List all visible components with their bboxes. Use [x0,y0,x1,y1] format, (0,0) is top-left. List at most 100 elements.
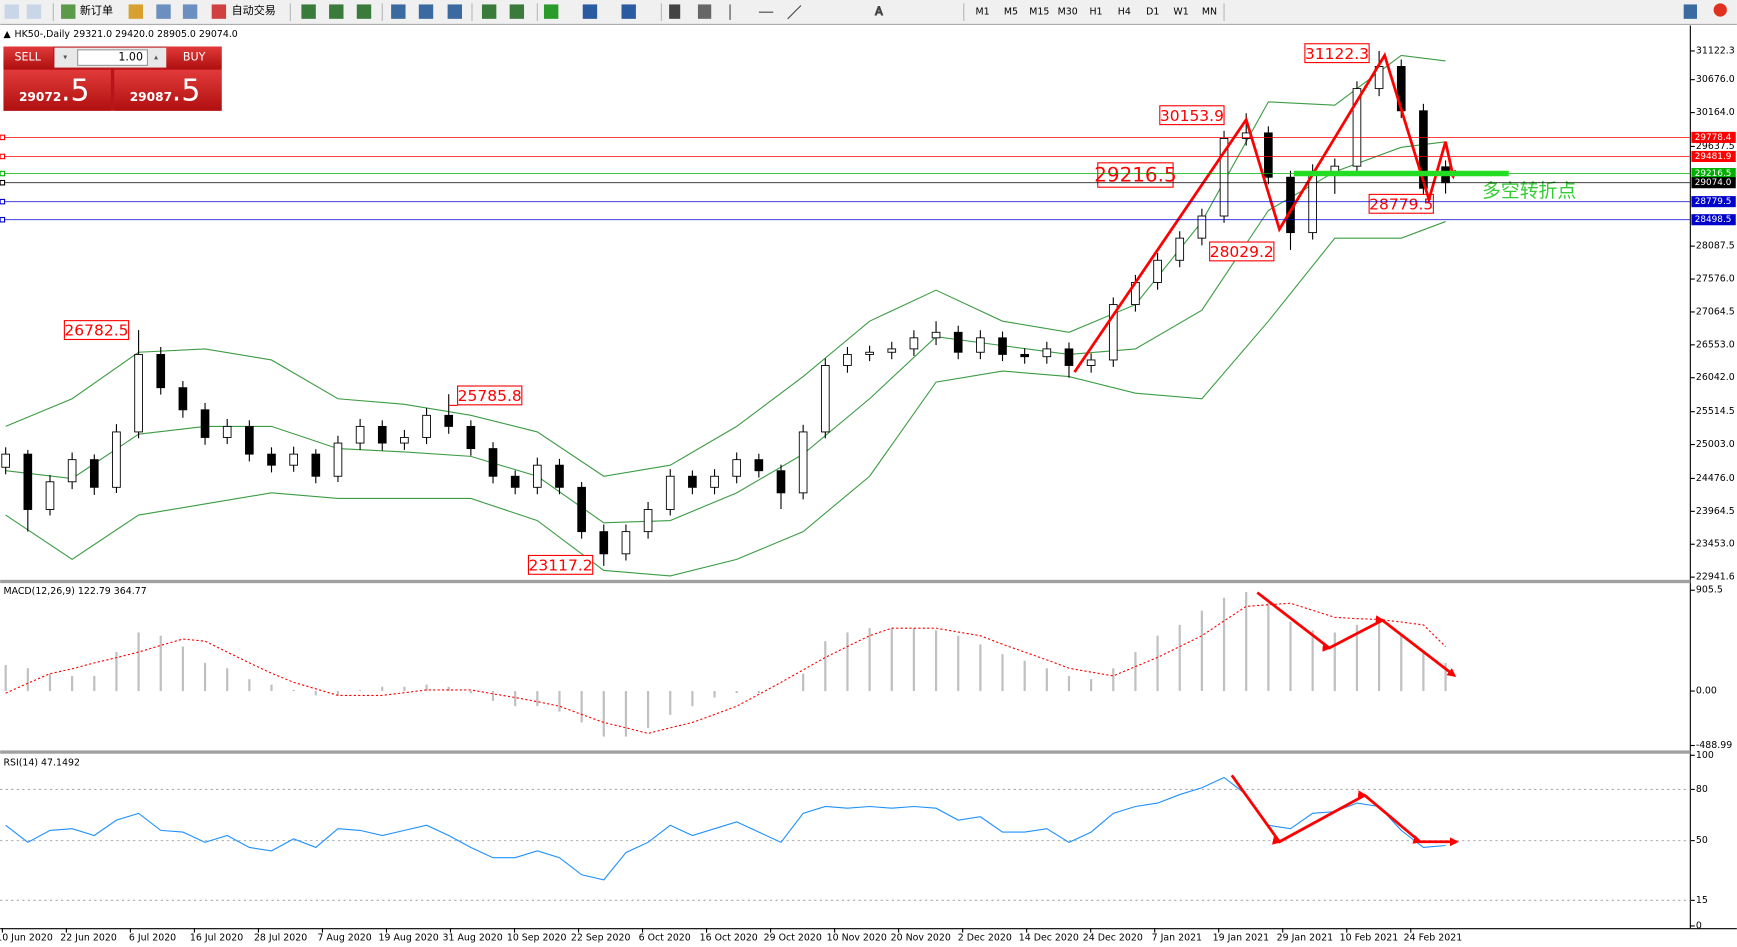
lot-down[interactable]: ▾ [63,53,67,62]
lot-up[interactable]: ▴ [154,53,158,62]
y-tick-label: 50 [1696,835,1708,846]
buy-price-box[interactable] [114,69,222,111]
sell-label[interactable]: SELL [15,51,42,64]
timeframe[interactable]: M5 [1004,7,1018,18]
candle-body [843,353,852,366]
timeframe[interactable]: M1 [976,7,990,18]
candle-body [245,425,254,455]
icon[interactable] [356,4,372,19]
icon[interactable] [582,4,598,19]
level-handle [0,198,6,205]
icon[interactable] [4,4,19,19]
signal-line [5,602,1446,734]
level-label: 29074.0 [1695,178,1732,188]
candle-body [754,459,764,472]
icon[interactable] [128,4,144,19]
candle-body [976,337,985,353]
candle-body [533,464,542,488]
icon[interactable] [447,4,463,19]
icon[interactable] [329,4,344,19]
icon[interactable] [621,4,636,19]
timeframe[interactable]: H4 [1118,7,1131,18]
bollinger-band [5,221,1446,577]
y-tick-label: 27576.0 [1696,274,1735,285]
rsi-arrow [1230,774,1459,847]
notification[interactable] [1713,3,1727,17]
annotation-box [1304,43,1370,64]
bid-pips: .5 [61,73,90,108]
icon[interactable] [418,4,434,19]
icon[interactable] [301,4,316,19]
buy-label[interactable]: BUY [183,51,206,64]
timeframe[interactable]: D1 [1146,7,1159,18]
x-tick-label: 10 Nov 2020 [827,933,887,944]
annotation-box [1368,193,1434,214]
tool-text[interactable]: A [875,5,884,19]
icon[interactable] [697,4,712,19]
icon[interactable] [211,4,227,19]
y-tick-label: 23964.5 [1696,506,1735,517]
pane-title: MACD(12,26,9) 122.79 364.77 [3,586,146,597]
candle-body [1352,88,1362,167]
candle-body [665,475,675,510]
trend-arrow [1073,52,1457,373]
y-tick-label: 31122.3 [1696,45,1735,56]
x-tick-label: 22 Sep 2020 [571,933,631,944]
candle-body [776,470,786,494]
timeframe[interactable]: M30 [1058,7,1078,18]
candle-body [555,464,564,488]
candle-body [67,459,77,483]
y-tick-label: -488.99 [1696,740,1732,751]
timeframe[interactable]: M15 [1029,7,1049,18]
icon[interactable] [481,4,497,19]
candle-body [1064,348,1074,366]
icon[interactable] [156,4,171,19]
candle-body [466,425,476,450]
auto-trading[interactable]: 自动交易 [232,3,276,17]
annotation-label: 30153.9 [1160,107,1224,125]
sell-button[interactable] [3,46,54,69]
x-tick-label: 31 Aug 2020 [443,933,503,944]
sell-price-box[interactable] [3,69,111,111]
candle-body [1042,348,1052,358]
icon[interactable] [509,4,525,19]
icon[interactable] [543,4,559,19]
y-tick-label: 23453.0 [1696,539,1735,550]
candle-body [1197,215,1207,239]
new-order[interactable]: 新订单 [80,3,113,17]
candle-body [931,331,941,339]
x-tick-label: 7 Jan 2021 [1152,933,1202,944]
x-tick-label: 14 Dec 2020 [1019,933,1079,944]
icon[interactable] [669,4,681,19]
x-tick-label: 6 Oct 2020 [639,933,691,944]
lot-value[interactable]: 1.00 [118,51,143,64]
level-tag [1691,177,1736,189]
toolbar-dividers [52,3,1225,22]
timeframe[interactable]: H1 [1089,7,1102,18]
candle-body [732,459,742,477]
lot-input[interactable] [77,49,149,66]
timeframe[interactable]: MN [1202,7,1217,18]
candle-body [488,448,498,477]
candle-body [422,414,431,438]
icon[interactable] [1683,4,1697,19]
candle-body [1219,138,1229,217]
buy-button[interactable] [166,46,222,69]
candle-body [444,414,454,427]
icon[interactable] [182,4,198,19]
icon[interactable] [26,4,42,19]
level-tag [1691,214,1736,226]
timeframe[interactable]: W1 [1173,7,1188,18]
chart-area [0,25,1737,947]
candle-body [178,387,188,411]
annotation-box [527,554,594,575]
icon[interactable] [391,4,406,19]
bid-main: 29072 [19,90,61,104]
candle-body [156,353,166,389]
icon[interactable] [61,4,76,19]
x-tick-label: 10 Feb 2021 [1340,933,1399,944]
candle-body [1419,110,1428,189]
y-tick-label: 25003.0 [1696,439,1735,450]
pane-separator [0,750,1691,754]
y-tick-label: 100 [1696,750,1714,761]
